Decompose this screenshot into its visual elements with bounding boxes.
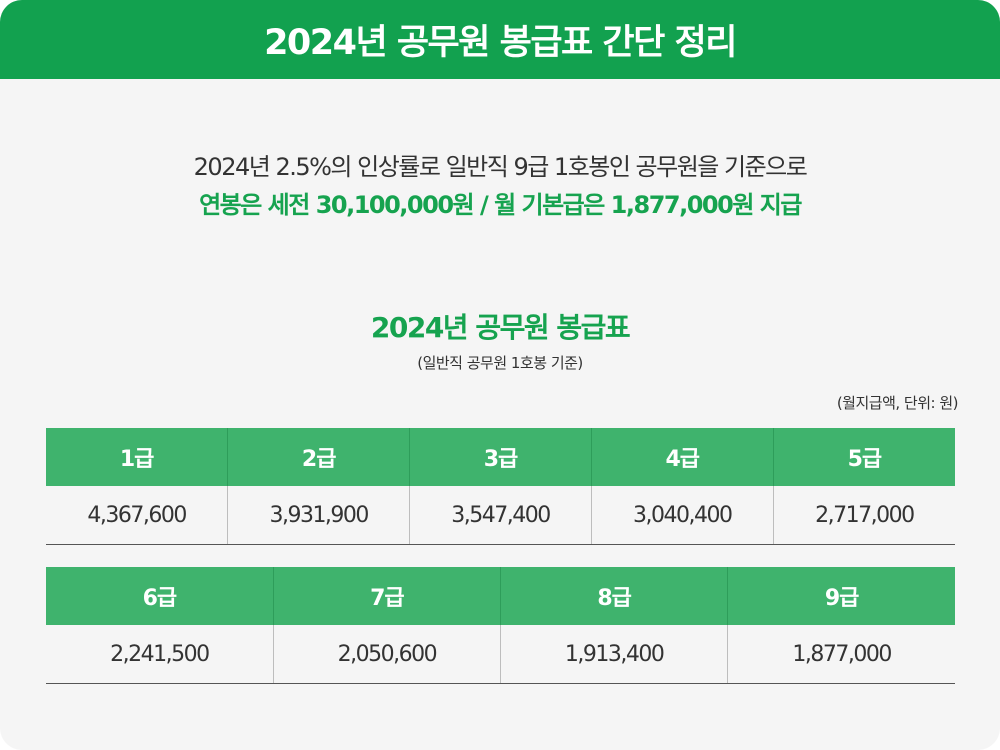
pay-cell-grade-8: 1,913,400 [499, 625, 728, 684]
page-title: 2024년 공무원 봉급표 간단 정리 [264, 23, 737, 63]
table-title: 2024년 공무원 봉급표 [370, 311, 631, 344]
grade-header-5: 5급 [772, 428, 955, 486]
table-header-row: 1급 2급 3급 4급 5급 [46, 428, 955, 486]
table-row: 4,367,600 3,931,900 3,547,400 3,040,400 … [46, 486, 955, 545]
pay-cell-grade-5: 2,717,000 [772, 486, 955, 545]
grade-header-9: 9급 [727, 567, 955, 625]
table-row: 2,241,500 2,050,600 1,913,400 1,877,000 [46, 625, 955, 684]
pay-cell-grade-4: 3,040,400 [590, 486, 774, 545]
grade-header-2: 2급 [227, 428, 410, 486]
grade-header-1: 1급 [46, 428, 228, 486]
grade-header-6: 6급 [46, 567, 274, 625]
grade-header-8: 8급 [499, 567, 728, 625]
pay-cell-grade-1: 4,367,600 [46, 486, 228, 545]
grade-header-7: 7급 [272, 567, 501, 625]
intro-text: 2024년 2.5%의 인상률로 일반직 9급 1호봉인 공무원을 기준으로 연… [0, 148, 1000, 224]
pay-cell-grade-3: 3,547,400 [409, 486, 592, 545]
intro-line-basis: 2024년 2.5%의 인상률로 일반직 9급 1호봉인 공무원을 기준으로 [193, 153, 808, 181]
pay-cell-grade-6: 2,241,500 [46, 625, 274, 684]
pay-cell-grade-7: 2,050,600 [272, 625, 501, 684]
pay-table-grades-6-9: 6급 7급 8급 9급 2,241,500 2,050,600 1,913,40… [46, 567, 955, 684]
pay-cell-grade-9: 1,877,000 [727, 625, 955, 684]
table-subtitle: (일반직 공무원 1호봉 기준) [417, 354, 583, 372]
header-banner: 2024년 공무원 봉급표 간단 정리 [0, 0, 1000, 79]
intro-line-salary: 연봉은 세전 30,100,000원 / 월 기본급은 1,877,000원 지… [199, 191, 802, 219]
unit-note: (월지급액, 단위: 원) [836, 394, 959, 412]
grade-header-3: 3급 [409, 428, 592, 486]
pay-cell-grade-2: 3,931,900 [227, 486, 410, 545]
table-header-row: 6급 7급 8급 9급 [46, 567, 955, 625]
grade-header-4: 4급 [590, 428, 774, 486]
pay-table-grades-1-5: 1급 2급 3급 4급 5급 4,367,600 3,931,900 3,547… [46, 428, 955, 545]
